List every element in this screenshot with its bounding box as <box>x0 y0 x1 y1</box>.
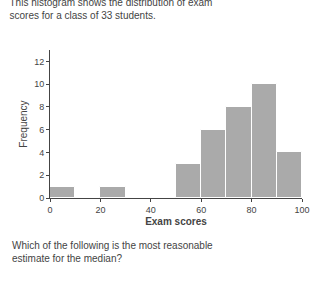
svg-text:0: 0 <box>47 205 52 215</box>
svg-text:80: 80 <box>247 205 257 215</box>
svg-text:2: 2 <box>39 170 44 180</box>
svg-text:This histogram shows the distr: This histogram shows the distribution of… <box>10 0 213 21</box>
svg-text:12: 12 <box>34 57 44 67</box>
svg-text:60: 60 <box>196 205 206 215</box>
svg-text:100: 100 <box>294 205 309 215</box>
svg-text:Which of the following is the: Which of the following is the most reaso… <box>12 240 213 264</box>
svg-text:Frequency: Frequency <box>18 100 29 147</box>
svg-text:6: 6 <box>39 125 44 135</box>
svg-text:8: 8 <box>39 102 44 112</box>
svg-text:20: 20 <box>95 205 105 215</box>
svg-text:0: 0 <box>39 193 44 203</box>
svg-text:40: 40 <box>146 205 156 215</box>
svg-text:Exam scores: Exam scores <box>145 216 207 227</box>
svg-text:4: 4 <box>39 148 44 158</box>
svg-text:10: 10 <box>34 79 44 89</box>
